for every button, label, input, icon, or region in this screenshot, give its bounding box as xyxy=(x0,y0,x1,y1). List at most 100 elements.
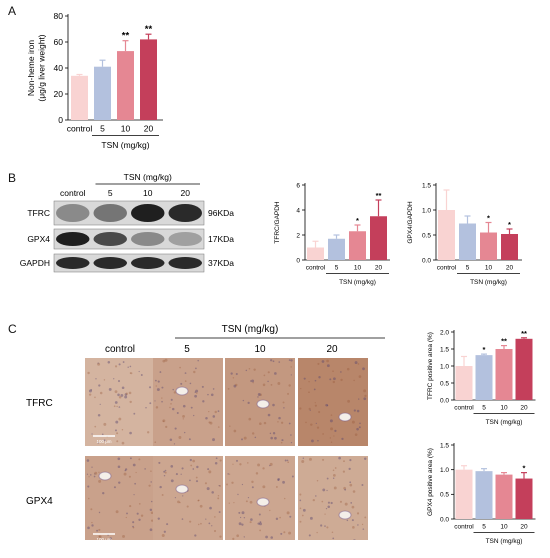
blot-band xyxy=(93,232,127,246)
bar-5 xyxy=(475,471,493,519)
ihc-texture-dot xyxy=(333,486,337,490)
ihc-texture-dot xyxy=(359,422,361,425)
ihc-texture-dot xyxy=(170,465,174,468)
ihc-image xyxy=(298,358,368,446)
ihc-texture-dot xyxy=(90,389,93,391)
ihc-texture-dot xyxy=(91,433,93,435)
y-tick-label: 60 xyxy=(54,37,64,47)
ihc-column-label: 20 xyxy=(326,344,338,355)
ihc-texture-dot xyxy=(122,361,125,363)
panel-letter-b: B xyxy=(8,171,17,185)
ihc-texture-dot xyxy=(361,483,364,486)
ihc-texture-dot xyxy=(219,484,221,487)
ihc-texture-dot xyxy=(197,359,199,362)
ihc-texture-dot xyxy=(192,459,196,463)
ihc-texture-dot xyxy=(255,472,259,475)
ihc-image-grid: TSN (mg/kg) control 5 10 20 TFRC 100 μm GPX4 100… xyxy=(26,324,385,540)
ihc-texture-dot xyxy=(95,378,97,380)
ihc-texture-dot xyxy=(333,435,335,437)
blot-band xyxy=(93,204,127,222)
ihc-texture-dot xyxy=(103,379,106,381)
ihc-texture-dot xyxy=(182,495,184,497)
ihc-texture-dot xyxy=(248,368,251,370)
ihc-texture-dot xyxy=(283,531,286,534)
ihc-texture-dot xyxy=(317,439,319,442)
ihc-texture-dot xyxy=(305,421,307,424)
ihc-texture-dot xyxy=(235,383,238,387)
ihc-texture-dot xyxy=(217,495,220,497)
ihc-texture-dot xyxy=(209,421,213,425)
ihc-texture-dot xyxy=(259,422,262,426)
ihc-vessel xyxy=(256,497,270,507)
ihc-image xyxy=(85,358,155,446)
ihc-texture-dot xyxy=(287,461,290,464)
ihc-texture-dot xyxy=(227,387,230,390)
blot-column-label: 10 xyxy=(143,188,153,198)
ihc-texture-dot xyxy=(351,420,355,424)
ihc-texture-dot xyxy=(269,464,271,467)
ihc-texture-dot xyxy=(178,436,182,439)
ihc-column-label: 5 xyxy=(184,344,190,355)
ihc-texture-dot xyxy=(353,539,356,540)
ihc-texture-dot xyxy=(340,378,343,382)
blot-row-label: TFRC xyxy=(27,208,50,218)
ihc-texture-dot xyxy=(217,426,220,428)
y-axis-label: GPX4/GAPDH xyxy=(407,201,414,244)
ihc-texture-dot xyxy=(327,501,331,504)
significance-marker: * xyxy=(523,464,526,473)
ihc-vessel xyxy=(175,386,189,396)
ihc-texture-dot xyxy=(164,471,167,474)
ihc-texture-dot xyxy=(173,443,176,445)
ihc-texture-dot xyxy=(197,499,200,502)
ihc-texture-dot xyxy=(327,505,331,508)
ihc-texture-dot xyxy=(86,473,89,475)
significance-marker: ** xyxy=(501,337,507,346)
x-tick-label: 20 xyxy=(506,265,514,272)
ihc-texture-dot xyxy=(212,415,216,418)
ihc-texture-dot xyxy=(190,464,193,467)
ihc-texture-dot xyxy=(120,394,124,397)
y-tick-label: 2 xyxy=(296,232,300,239)
ihc-texture-dot xyxy=(194,534,197,537)
ihc-texture-dot xyxy=(340,371,342,373)
x-tick-label: control xyxy=(454,405,474,412)
ihc-texture-dot xyxy=(358,426,361,429)
ihc-texture-dot xyxy=(197,499,200,502)
ihc-texture-dot xyxy=(129,365,132,368)
ihc-texture-dot xyxy=(330,501,333,505)
ihc-texture-dot xyxy=(170,398,173,401)
ihc-texture-dot xyxy=(87,485,90,488)
ihc-texture-dot xyxy=(217,497,220,500)
ihc-texture-dot xyxy=(118,481,121,484)
ihc-texture-dot xyxy=(228,473,231,475)
ihc-texture-dot xyxy=(332,380,336,384)
x-tick-label: control xyxy=(437,265,457,272)
ihc-texture-dot xyxy=(140,374,143,376)
ihc-texture-dot xyxy=(331,531,334,534)
ihc-texture-dot xyxy=(162,420,165,422)
ihc-texture-dot xyxy=(113,378,115,380)
ihc-texture-dot xyxy=(267,371,270,374)
ihc-texture-dot xyxy=(132,463,136,467)
ihc-texture-dot xyxy=(232,377,235,379)
ihc-texture-dot xyxy=(301,514,304,517)
ihc-texture-dot xyxy=(230,372,233,375)
ihc-texture-dot xyxy=(344,502,348,506)
significance-marker: ** xyxy=(521,329,527,338)
ihc-texture-dot xyxy=(109,537,112,540)
ihc-texture-dot xyxy=(129,431,132,435)
ihc-texture-dot xyxy=(210,393,214,397)
ihc-texture-dot xyxy=(238,522,242,526)
ihc-texture-dot xyxy=(122,534,126,538)
ihc-texture-dot xyxy=(150,481,152,483)
ihc-texture-dot xyxy=(242,399,245,402)
ihc-texture-dot xyxy=(117,379,121,383)
ihc-texture-dot xyxy=(325,403,328,407)
ihc-texture-dot xyxy=(97,441,100,444)
ihc-texture-dot xyxy=(357,524,359,526)
y-axis-label: GPX4 positive area (%) xyxy=(427,448,434,516)
ihc-texture-dot xyxy=(358,375,362,378)
x-tick-label: 10 xyxy=(500,524,508,531)
ihc-texture-dot xyxy=(155,406,159,409)
y-tick-label: 80 xyxy=(54,11,64,21)
